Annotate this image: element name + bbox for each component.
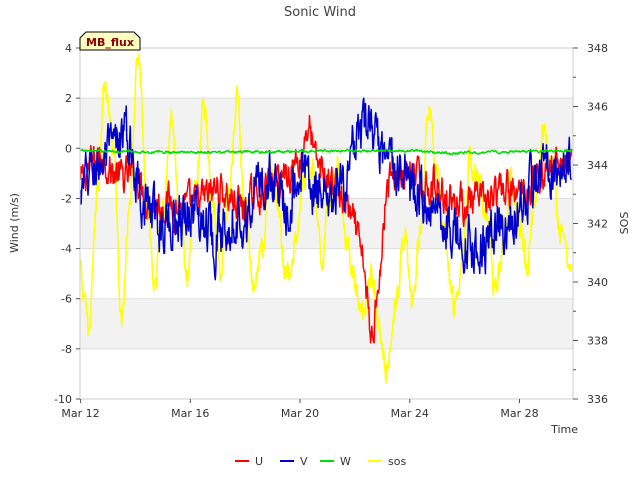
y-tick-label: -4 bbox=[61, 243, 72, 256]
x-tick-label: Mar 24 bbox=[391, 407, 429, 420]
site-badge-box bbox=[79, 31, 141, 51]
y2-tick-label: 342 bbox=[587, 218, 608, 231]
y2-tick-label: 336 bbox=[587, 393, 608, 406]
site-badge-label: MB_flux bbox=[86, 36, 134, 49]
series-line-v bbox=[79, 97, 572, 281]
y2-tick-label: 338 bbox=[587, 335, 608, 348]
y-tick-label: -2 bbox=[61, 192, 72, 205]
y-tick-label: -6 bbox=[61, 293, 72, 306]
y-tick-label: 4 bbox=[65, 42, 72, 55]
x-tick-label: Mar 12 bbox=[61, 407, 99, 420]
legend-label-v: V bbox=[300, 455, 308, 468]
y2-tick-label: 348 bbox=[587, 42, 608, 55]
y2-tick-label: 344 bbox=[587, 159, 608, 172]
x-tick-label: Mar 16 bbox=[171, 407, 209, 420]
x-axis: Mar 12 Mar 16 Mar 20 Mar 24 Mar 28 bbox=[61, 399, 539, 420]
y-tick-label: -8 bbox=[61, 343, 72, 356]
site-badge: MB_flux bbox=[79, 31, 141, 51]
series-line-w bbox=[80, 148, 573, 156]
y-axis-right: 336 338 340 342 344 346 348 bbox=[573, 42, 608, 406]
y2-tick-label: 340 bbox=[587, 276, 608, 289]
plot-band bbox=[80, 98, 573, 149]
series-lines bbox=[79, 53, 573, 384]
x-tick-label: Mar 20 bbox=[281, 407, 319, 420]
plot-band bbox=[80, 298, 573, 349]
x-tick-label: Mar 28 bbox=[500, 407, 538, 420]
y-axis-left: -10 -8 -6 -4 -2 0 2 4 bbox=[54, 42, 80, 406]
legend-label-sos: sos bbox=[388, 455, 406, 468]
x-axis-title: Time bbox=[550, 423, 578, 436]
legend-label-u: U bbox=[255, 455, 263, 468]
y-axis-title: Wind (m/s) bbox=[8, 193, 21, 253]
y2-axis-title: SOS bbox=[618, 212, 631, 235]
legend-label-w: W bbox=[340, 455, 351, 468]
y2-tick-label: 346 bbox=[587, 101, 608, 114]
y-tick-label: 2 bbox=[65, 92, 72, 105]
y-tick-label: 0 bbox=[65, 142, 72, 155]
y-tick-label: -10 bbox=[54, 393, 72, 406]
chart-title: Sonic Wind bbox=[284, 5, 356, 20]
